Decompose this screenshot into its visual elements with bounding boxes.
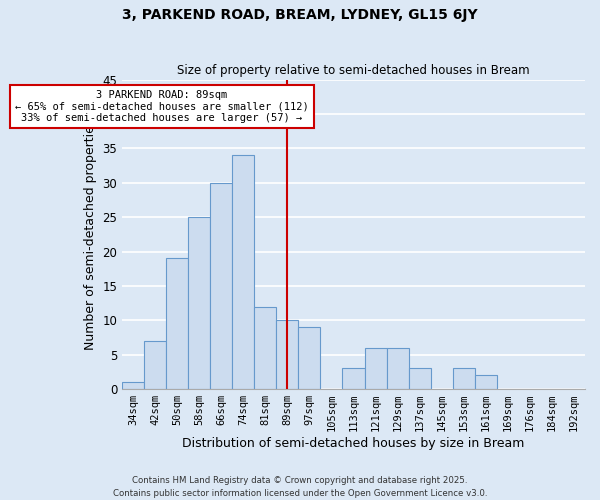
Text: 3, PARKEND ROAD, BREAM, LYDNEY, GL15 6JY: 3, PARKEND ROAD, BREAM, LYDNEY, GL15 6JY [122,8,478,22]
Text: Contains HM Land Registry data © Crown copyright and database right 2025.
Contai: Contains HM Land Registry data © Crown c… [113,476,487,498]
Bar [232,155,254,389]
Bar [166,258,188,389]
Y-axis label: Number of semi-detached properties: Number of semi-detached properties [84,118,97,350]
Bar [298,327,320,389]
Bar [254,306,277,389]
Bar [343,368,365,389]
Bar [277,320,298,389]
Bar [188,217,210,389]
Bar [453,368,475,389]
Bar [386,348,409,389]
Bar [122,382,144,389]
X-axis label: Distribution of semi-detached houses by size in Bream: Distribution of semi-detached houses by … [182,437,524,450]
Title: Size of property relative to semi-detached houses in Bream: Size of property relative to semi-detach… [177,64,530,77]
Bar [365,348,386,389]
Text: 3 PARKEND ROAD: 89sqm
← 65% of semi-detached houses are smaller (112)
33% of sem: 3 PARKEND ROAD: 89sqm ← 65% of semi-deta… [15,90,308,123]
Bar [210,182,232,389]
Bar [475,376,497,389]
Bar [409,368,431,389]
Bar [144,341,166,389]
